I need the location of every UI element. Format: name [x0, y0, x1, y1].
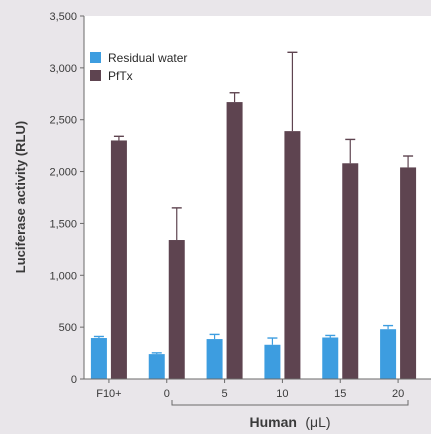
x-axis-title-human: Human [249, 414, 296, 430]
y-tick-label: 500 [59, 322, 77, 334]
legend-swatch-residual-water [90, 52, 101, 63]
x-tick-label: 20 [392, 388, 404, 400]
x-tick-label: 15 [334, 388, 346, 400]
y-tick-label: 3,500 [49, 11, 77, 23]
bar-pftx [168, 240, 185, 379]
legend-swatch-pftx [90, 70, 101, 81]
human-group-bracket [171, 400, 409, 406]
bar-pftx [342, 163, 359, 379]
x-tick-label: 5 [222, 388, 228, 400]
y-axis-label: Luciferase activity (RLU) [13, 121, 28, 273]
legend-label-residual-water: Residual water [108, 51, 187, 65]
bar-residual-water [322, 337, 339, 379]
bar-pftx [110, 140, 127, 379]
bar-residual-water [148, 354, 165, 379]
x-tick-label: 0 [164, 388, 170, 400]
y-tick-label: 1,500 [49, 218, 77, 230]
plot-area [84, 16, 431, 379]
legend-label-pftx: PfTx [108, 69, 133, 83]
y-axis: 0 500 1,000 1,500 2,000 2,500 3,000 3,500 [49, 11, 85, 386]
y-tick-label: 1,000 [49, 270, 77, 282]
bar-residual-water [380, 329, 397, 379]
y-tick-label: 2,000 [49, 167, 77, 179]
legend: Residual water PfTx [90, 51, 187, 83]
bar-pftx [226, 102, 243, 379]
x-axis-title: Human (μL) [249, 414, 330, 431]
x-axis: F10+ 0 5 10 15 20 [84, 378, 431, 400]
x-tick-label: 10 [276, 388, 288, 400]
y-tick-label: 2,500 [49, 115, 77, 127]
bar-residual-water [264, 344, 281, 379]
y-tick-label: 3,000 [49, 63, 77, 75]
bar-residual-water [206, 339, 223, 379]
x-axis-title-unit: (μL) [305, 414, 330, 430]
bars [90, 51, 417, 379]
y-tick-label: 0 [71, 374, 77, 386]
bar-pftx [284, 131, 301, 379]
bar-pftx [400, 167, 417, 379]
x-tick-label: F10+ [96, 388, 121, 400]
bar-residual-water [90, 338, 107, 379]
